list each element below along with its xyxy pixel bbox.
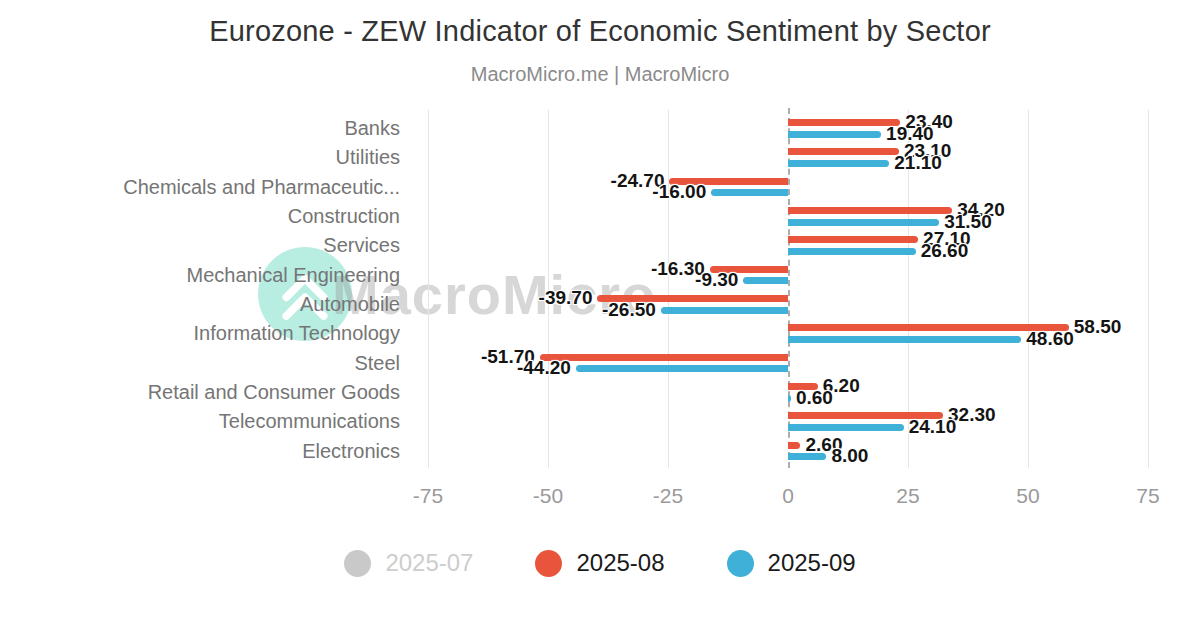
value-label-2025-09: 0.60 (796, 387, 833, 409)
x-tick-label: -75 (398, 484, 458, 508)
value-label-2025-08: -39.70 (539, 287, 593, 309)
x-tick-label: 50 (998, 484, 1058, 508)
bar-2025-09 (743, 277, 788, 284)
bar-2025-08 (788, 207, 952, 214)
bar-2025-08 (788, 442, 800, 449)
legend-item-label: 2025-07 (385, 549, 473, 577)
category-label: Telecommunications (0, 407, 400, 436)
chart-title: Eurozone - ZEW Indicator of Economic Sen… (0, 15, 1200, 48)
bar-2025-08 (788, 236, 918, 243)
bar-2025-09 (788, 395, 791, 402)
value-label-2025-09: -9.30 (695, 269, 738, 291)
legend: 2025-07 2025-08 2025-09 (0, 549, 1200, 577)
value-label-2025-09: 24.10 (909, 416, 957, 438)
bar-2025-09 (788, 160, 889, 167)
category-label: Retail and Consumer Goods (0, 378, 400, 407)
legend-item-label: 2025-08 (576, 549, 664, 577)
value-label-2025-09: 31.50 (944, 211, 992, 233)
value-label-2025-08: 58.50 (1074, 316, 1122, 338)
value-label-2025-09: -44.20 (517, 357, 571, 379)
bar-2025-09 (788, 424, 904, 431)
value-label-2025-09: 26.60 (921, 240, 969, 262)
legend-item-2025-07[interactable]: 2025-07 (344, 549, 473, 577)
x-tick-label: -50 (518, 484, 578, 508)
bar-2025-09 (788, 131, 881, 138)
bar-2025-08 (540, 354, 788, 361)
x-tick-label: 75 (1118, 484, 1178, 508)
category-label: Automobile (0, 290, 400, 319)
legend-item-2025-09[interactable]: 2025-09 (727, 549, 856, 577)
legend-item-2025-08[interactable]: 2025-08 (535, 549, 664, 577)
legend-item-label: 2025-09 (768, 549, 856, 577)
gridline (1028, 110, 1029, 468)
category-label: Information Technology (0, 319, 400, 348)
bar-2025-08 (788, 148, 899, 155)
gridline (668, 110, 669, 468)
bar-2025-09 (788, 336, 1021, 343)
value-label-2025-09: -26.50 (602, 299, 656, 321)
category-label: Utilities (0, 143, 400, 172)
value-label-2025-09: 8.00 (831, 445, 868, 467)
gridline (1148, 110, 1149, 468)
category-label: Electronics (0, 437, 400, 466)
gridline (428, 110, 429, 468)
x-tick-label: 0 (758, 484, 818, 508)
bar-2025-09 (788, 453, 826, 460)
bar-2025-09 (788, 219, 939, 226)
chart-subtitle: MacroMicro.me | MacroMicro (0, 63, 1200, 86)
legend-dot-icon (535, 550, 562, 577)
x-tick-label: -25 (638, 484, 698, 508)
legend-dot-icon (727, 550, 754, 577)
bar-2025-09 (576, 365, 788, 372)
bar-2025-09 (661, 307, 788, 314)
chart-page: Eurozone - ZEW Indicator of Economic Sen… (0, 0, 1200, 630)
bar-2025-09 (711, 189, 788, 196)
value-label-2025-09: 19.40 (886, 123, 934, 145)
category-label: Mechanical Engineering (0, 261, 400, 290)
category-label: Banks (0, 114, 400, 143)
x-axis: -75-50-250255075 (410, 484, 1160, 514)
category-label: Construction (0, 202, 400, 231)
plot-area: 23.4023.10-24.7034.2027.10-16.30-39.7058… (410, 114, 1160, 466)
category-label: Chemicals and Pharmaceutic... (0, 173, 400, 202)
value-label-2025-09: -16.00 (652, 181, 706, 203)
bar-2025-09 (788, 248, 916, 255)
bar-2025-08 (788, 119, 900, 126)
category-label: Services (0, 231, 400, 260)
category-label: Steel (0, 349, 400, 378)
legend-dot-icon (344, 550, 371, 577)
x-tick-label: 25 (878, 484, 938, 508)
value-label-2025-09: 48.60 (1026, 328, 1074, 350)
value-label-2025-09: 21.10 (894, 152, 942, 174)
